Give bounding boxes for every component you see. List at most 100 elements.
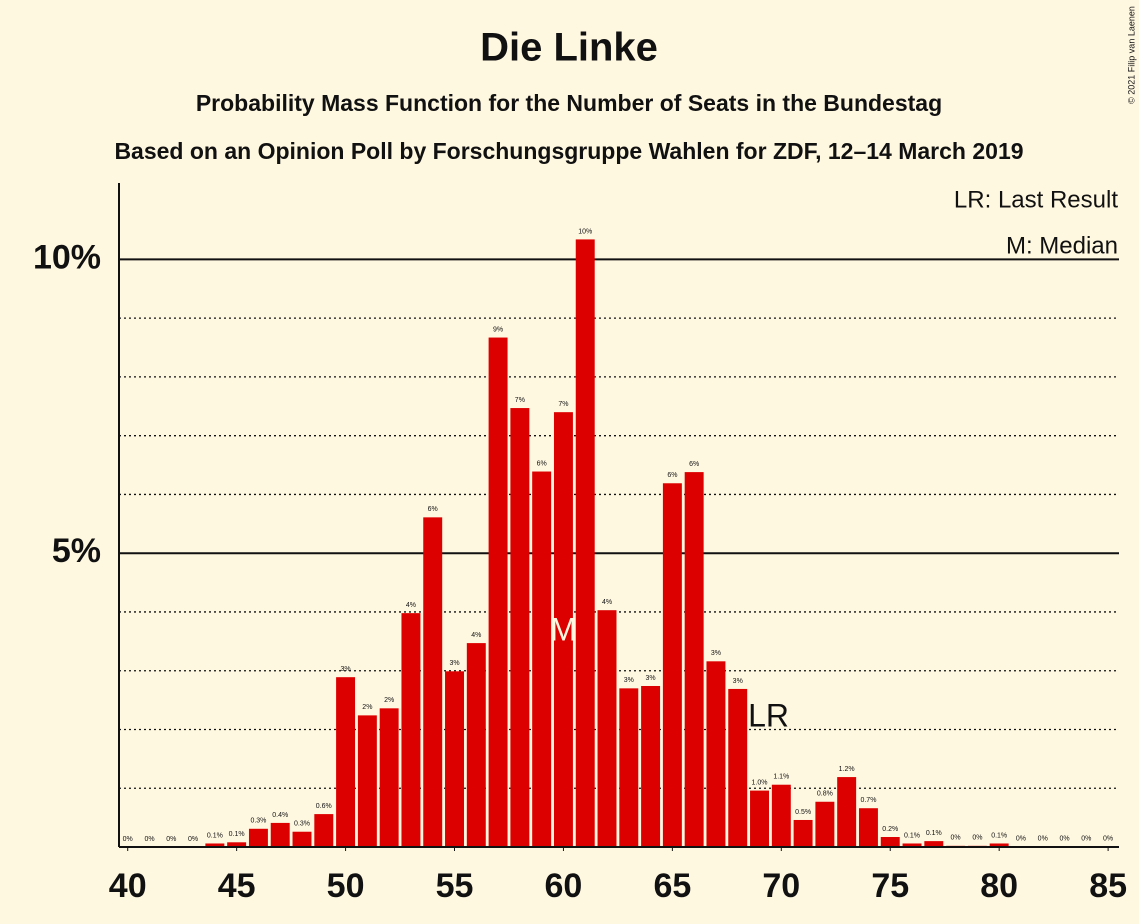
value-label: 0%	[188, 836, 198, 843]
y-tick-label: 10%	[33, 238, 101, 276]
bar	[837, 777, 857, 847]
bar	[793, 819, 813, 847]
x-tick-label: 55	[436, 867, 474, 905]
bar	[858, 808, 878, 847]
bar	[706, 661, 726, 847]
value-label: 6%	[537, 460, 547, 467]
value-label: 3%	[733, 678, 743, 685]
bar	[597, 610, 617, 847]
bar	[510, 408, 530, 847]
x-tick-label: 60	[545, 867, 583, 905]
value-label: 0%	[123, 836, 133, 843]
value-label: 3%	[646, 675, 656, 682]
value-label: 0.8%	[817, 791, 833, 798]
value-label: 0%	[1081, 835, 1091, 842]
copyright: © 2021 Filip van Laenen	[1126, 6, 1136, 104]
value-label: 0.5%	[795, 809, 811, 816]
bar	[924, 841, 944, 847]
bar	[684, 472, 704, 847]
value-label: 0%	[144, 836, 154, 843]
bar	[989, 843, 1009, 847]
y-tick-label: 5%	[52, 532, 101, 570]
value-label: 10%	[578, 228, 592, 235]
value-label: 3%	[449, 660, 459, 667]
value-label: 0.1%	[229, 831, 245, 838]
subtitle: Based on an Opinion Poll by Forschungsgr…	[114, 138, 1023, 164]
bar	[445, 671, 464, 847]
bar	[662, 483, 682, 847]
value-label: 0.1%	[991, 832, 1007, 839]
bar	[728, 688, 748, 847]
legend-entry: LR: Last Result	[954, 186, 1118, 213]
value-label: 6%	[428, 506, 438, 513]
x-tick-label: 70	[762, 867, 800, 905]
value-label: 3%	[341, 666, 351, 673]
chart-title: Die Linke	[480, 26, 658, 70]
value-label: 0%	[972, 835, 982, 842]
value-label: 0.2%	[882, 826, 898, 833]
bar	[815, 801, 835, 847]
value-label: 0%	[1103, 835, 1113, 842]
bar	[750, 790, 769, 847]
value-label: 0.1%	[207, 832, 223, 839]
legend-entry: M: Median	[1006, 232, 1118, 259]
bar	[292, 831, 312, 847]
x-tick-label: 80	[980, 867, 1018, 905]
bar	[357, 715, 377, 847]
bar	[553, 412, 573, 847]
x-tick-label: 45	[218, 867, 256, 905]
bar	[880, 837, 900, 847]
value-label: 6%	[689, 461, 699, 468]
value-label: 2%	[362, 704, 372, 711]
value-label: 0%	[951, 835, 961, 842]
bar	[314, 814, 334, 847]
bar	[575, 239, 595, 847]
bar	[379, 708, 399, 847]
value-label: 1.2%	[839, 766, 855, 773]
value-label: 0.3%	[294, 821, 310, 828]
value-label: 3%	[711, 650, 721, 657]
bar	[270, 822, 290, 847]
x-tick-label: 85	[1089, 867, 1127, 905]
value-label: 4%	[471, 632, 481, 639]
value-label: 0.4%	[272, 812, 288, 819]
value-label: 0%	[166, 836, 176, 843]
bar	[248, 828, 268, 847]
value-label: 0.1%	[904, 832, 920, 839]
bar	[336, 677, 356, 847]
bar	[771, 784, 791, 847]
value-label: 3%	[624, 677, 634, 684]
value-label: 6%	[667, 472, 677, 479]
bar	[532, 471, 552, 847]
bar	[488, 337, 508, 847]
value-label: 0.1%	[926, 830, 942, 837]
x-tick-label: 50	[327, 867, 365, 905]
subtitle: Probability Mass Function for the Number…	[196, 90, 942, 116]
value-label: 0.6%	[316, 803, 332, 810]
value-label: 4%	[406, 602, 416, 609]
value-label: 0%	[1059, 835, 1069, 842]
x-tick-label: 75	[871, 867, 909, 905]
value-label: 2%	[384, 697, 394, 704]
bar	[619, 688, 639, 847]
value-label: 0.3%	[250, 818, 266, 825]
value-label: 9%	[493, 326, 503, 333]
bar	[466, 643, 486, 847]
value-label: 0%	[1016, 835, 1026, 842]
value-label: 7%	[515, 397, 525, 404]
value-label: 7%	[558, 401, 568, 408]
bar	[423, 517, 443, 847]
bar	[227, 842, 247, 847]
x-tick-label: 65	[653, 867, 691, 905]
value-label: 0.7%	[860, 797, 876, 804]
bar	[641, 685, 661, 847]
bar	[205, 843, 225, 847]
value-label: 4%	[602, 599, 612, 606]
annotation: M	[550, 611, 577, 647]
bar	[902, 843, 922, 847]
bar	[401, 613, 421, 847]
value-label: 1.0%	[752, 779, 768, 786]
value-label: 0%	[1038, 835, 1048, 842]
annotation: LR	[748, 697, 789, 733]
